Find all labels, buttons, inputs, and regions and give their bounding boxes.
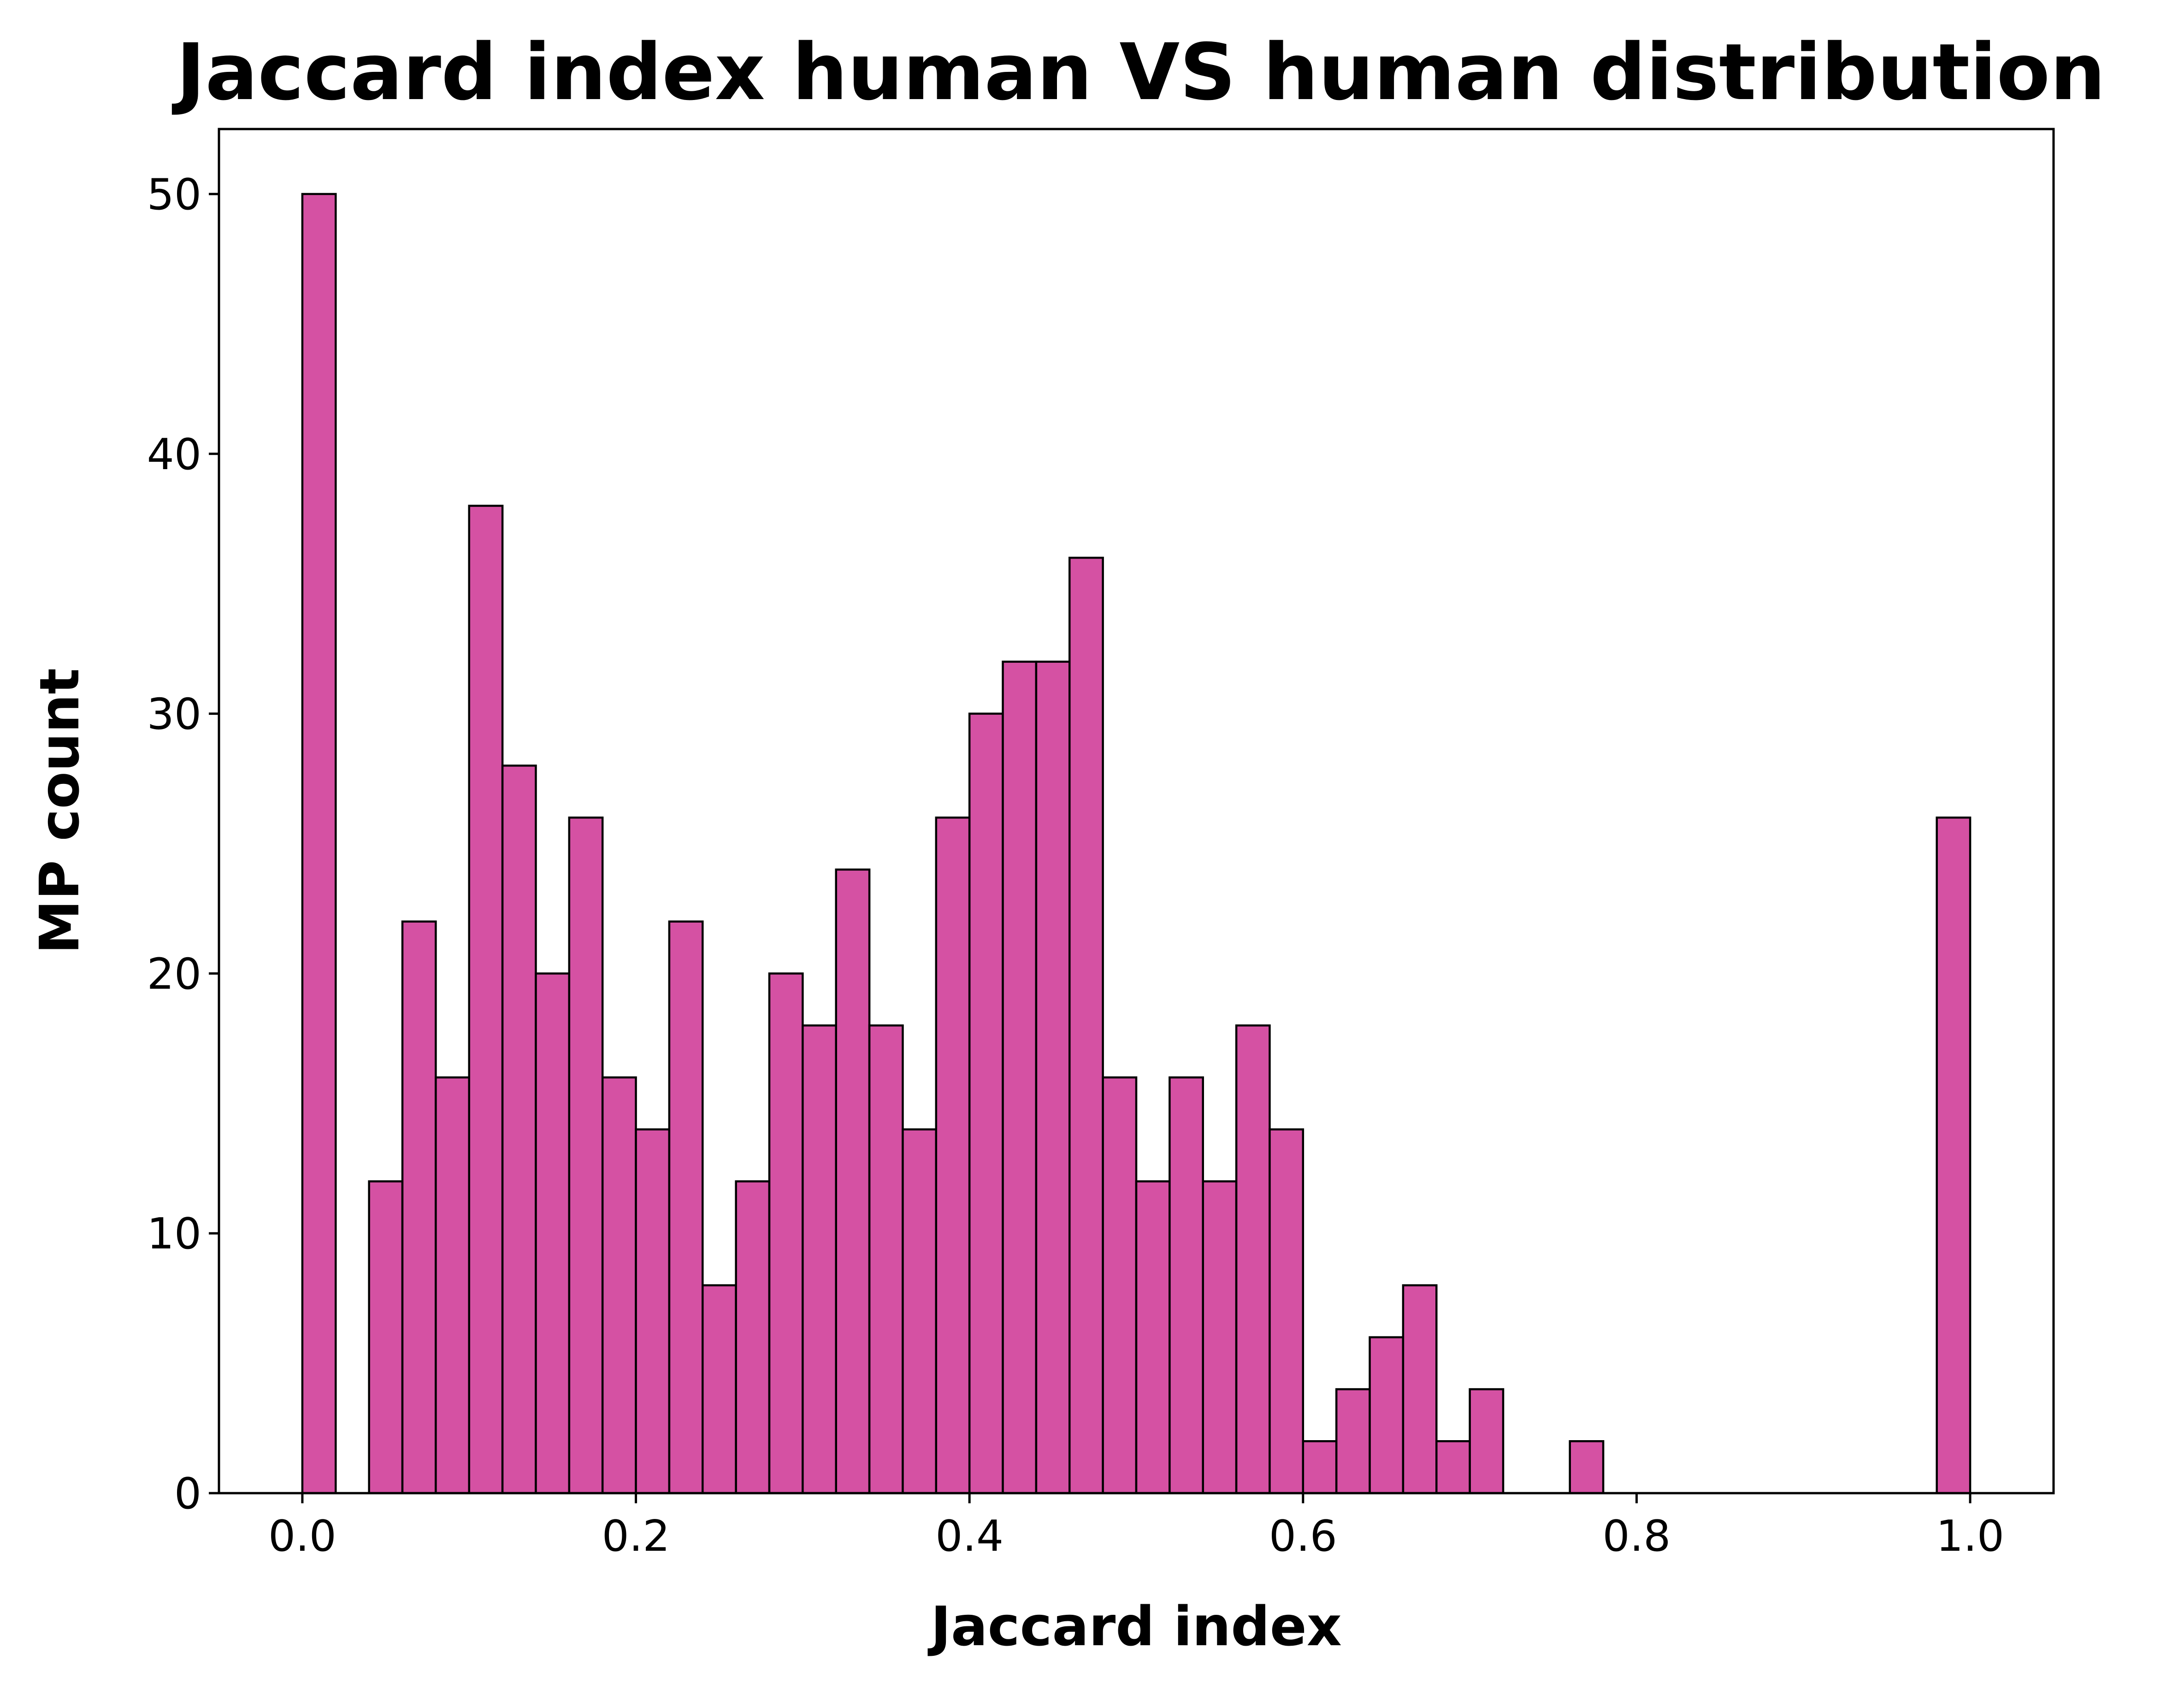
histogram-bar xyxy=(535,972,571,1495)
x-tick-label: 0.6 xyxy=(1269,1511,1337,1561)
plot-frame xyxy=(218,128,2055,1495)
y-tick-label: 10 xyxy=(147,1209,201,1259)
histogram-bar xyxy=(968,712,1004,1495)
histogram-bar xyxy=(1402,1284,1438,1495)
y-tick-label: 20 xyxy=(147,949,201,999)
x-tick-label: 0.2 xyxy=(602,1511,670,1561)
histogram-bar xyxy=(868,1024,904,1495)
histogram-bar xyxy=(1269,1128,1304,1495)
histogram-bar xyxy=(1302,1440,1338,1495)
histogram-bar xyxy=(635,1128,671,1495)
histogram-bar xyxy=(902,1128,938,1495)
histogram-bar xyxy=(1102,1076,1138,1495)
histogram-bar xyxy=(668,920,704,1495)
histogram-bar xyxy=(702,1284,737,1495)
histogram-bar xyxy=(802,1024,837,1495)
x-tick-label: 0.4 xyxy=(935,1511,1003,1561)
histogram-bar xyxy=(1135,1180,1171,1495)
bars-layer xyxy=(301,193,1972,1495)
y-tick-label: 40 xyxy=(147,430,201,479)
histogram-bar xyxy=(1002,660,1038,1495)
histogram-bar xyxy=(1936,816,1972,1495)
histogram-bar xyxy=(935,816,971,1495)
histogram-bar xyxy=(735,1180,771,1495)
histogram-bar xyxy=(601,1076,637,1495)
histogram-bar xyxy=(1202,1180,1238,1495)
x-tick-label: 0.8 xyxy=(1603,1511,1671,1561)
histogram-bar xyxy=(468,505,504,1495)
histogram-bar xyxy=(835,868,871,1495)
histogram-bar xyxy=(301,193,337,1495)
histogram-bar xyxy=(501,765,537,1495)
histogram-bar xyxy=(435,1076,470,1495)
axes-layer: 0.0 0.2 0.4 0.6 0.8 1.0 0 10 20 30 40 50 xyxy=(147,170,2004,1561)
histogram-bar xyxy=(1569,1440,1605,1495)
x-tick-label: 0.0 xyxy=(268,1511,336,1561)
y-tick-label: 50 xyxy=(147,170,201,219)
histogram-bar xyxy=(1235,1024,1271,1495)
y-axis-label: MP count xyxy=(28,668,91,954)
histogram-bar xyxy=(568,816,604,1495)
histogram-bar xyxy=(1035,660,1071,1495)
x-axis-label: Jaccard index xyxy=(927,1595,1342,1658)
histogram-bar xyxy=(1435,1440,1471,1495)
histogram-bar xyxy=(1335,1388,1371,1495)
histogram-bar xyxy=(768,972,804,1495)
histogram-bar xyxy=(1169,1076,1204,1495)
x-tick-label: 1.0 xyxy=(1936,1511,2004,1561)
histogram-bar xyxy=(1469,1388,1505,1495)
y-tick-label: 0 xyxy=(174,1469,201,1518)
histogram-bar xyxy=(368,1180,404,1495)
y-tick-label: 30 xyxy=(147,689,201,739)
histogram-bar xyxy=(1369,1336,1405,1495)
histogram-bar xyxy=(401,920,437,1495)
chart-title: Jaccard index human VS human distributio… xyxy=(171,27,2105,118)
histogram-bar xyxy=(1068,557,1104,1495)
